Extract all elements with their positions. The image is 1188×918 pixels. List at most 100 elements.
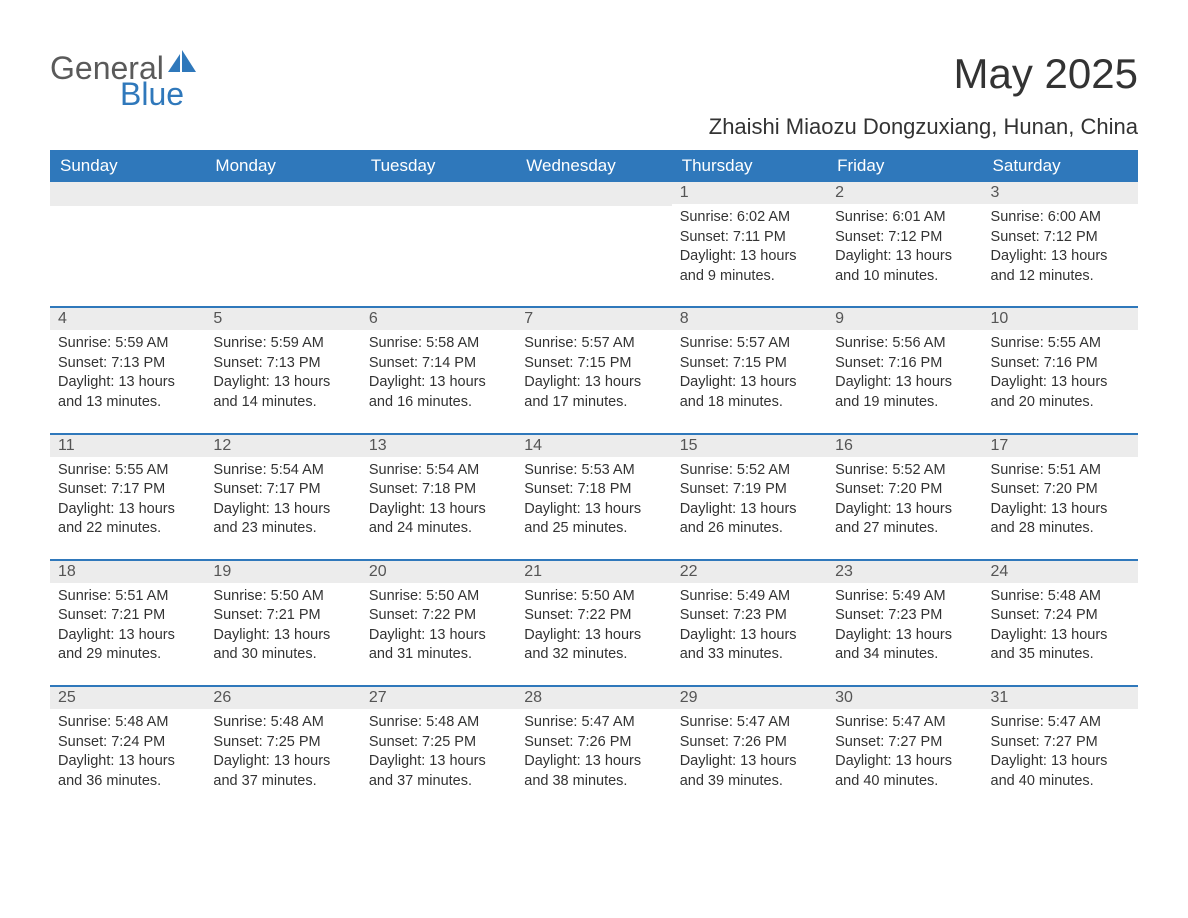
calendar-cell: 11Sunrise: 5:55 AMSunset: 7:17 PMDayligh… xyxy=(50,435,205,545)
sunrise-line: Sunrise: 5:48 AM xyxy=(58,713,197,733)
sunset-line: Sunset: 7:17 PM xyxy=(213,480,352,500)
weekday-header: Tuesday xyxy=(361,150,516,182)
day-details: Sunrise: 5:50 AMSunset: 7:21 PMDaylight:… xyxy=(205,583,360,671)
day-details: Sunrise: 5:59 AMSunset: 7:13 PMDaylight:… xyxy=(205,330,360,418)
calendar-cell: 20Sunrise: 5:50 AMSunset: 7:22 PMDayligh… xyxy=(361,561,516,671)
weekday-header: Saturday xyxy=(983,150,1138,182)
calendar-cell: 13Sunrise: 5:54 AMSunset: 7:18 PMDayligh… xyxy=(361,435,516,545)
day-details: Sunrise: 5:55 AMSunset: 7:16 PMDaylight:… xyxy=(983,330,1138,418)
sunset-line: Sunset: 7:20 PM xyxy=(991,480,1130,500)
calendar-cell: 12Sunrise: 5:54 AMSunset: 7:17 PMDayligh… xyxy=(205,435,360,545)
calendar-cell: 21Sunrise: 5:50 AMSunset: 7:22 PMDayligh… xyxy=(516,561,671,671)
sunrise-line: Sunrise: 5:51 AM xyxy=(991,461,1130,481)
sunset-line: Sunset: 7:23 PM xyxy=(835,606,974,626)
day-details: Sunrise: 5:52 AMSunset: 7:20 PMDaylight:… xyxy=(827,457,982,545)
sunrise-line: Sunrise: 5:58 AM xyxy=(369,334,508,354)
day-details: Sunrise: 5:47 AMSunset: 7:27 PMDaylight:… xyxy=(827,709,982,797)
sunset-line: Sunset: 7:26 PM xyxy=(524,733,663,753)
calendar-cell: 26Sunrise: 5:48 AMSunset: 7:25 PMDayligh… xyxy=(205,687,360,797)
brand-part2: Blue xyxy=(120,78,184,110)
day-number: 27 xyxy=(361,687,516,709)
day-number xyxy=(205,182,360,206)
sunrise-line: Sunrise: 5:53 AM xyxy=(524,461,663,481)
day-details: Sunrise: 5:54 AMSunset: 7:18 PMDaylight:… xyxy=(361,457,516,545)
daylight-line: Daylight: 13 hours and 37 minutes. xyxy=(213,752,352,791)
day-number: 26 xyxy=(205,687,360,709)
day-number xyxy=(50,182,205,206)
sunset-line: Sunset: 7:13 PM xyxy=(58,354,197,374)
sunrise-line: Sunrise: 5:55 AM xyxy=(991,334,1130,354)
day-number xyxy=(516,182,671,206)
sunrise-line: Sunrise: 5:57 AM xyxy=(524,334,663,354)
day-details: Sunrise: 5:50 AMSunset: 7:22 PMDaylight:… xyxy=(516,583,671,671)
daylight-line: Daylight: 13 hours and 9 minutes. xyxy=(680,247,819,286)
sunset-line: Sunset: 7:16 PM xyxy=(991,354,1130,374)
sail-icon xyxy=(168,50,198,78)
day-number: 5 xyxy=(205,308,360,330)
daylight-line: Daylight: 13 hours and 28 minutes. xyxy=(991,500,1130,539)
calendar-cell: 17Sunrise: 5:51 AMSunset: 7:20 PMDayligh… xyxy=(983,435,1138,545)
sunrise-line: Sunrise: 5:51 AM xyxy=(58,587,197,607)
day-number: 25 xyxy=(50,687,205,709)
sunset-line: Sunset: 7:12 PM xyxy=(991,228,1130,248)
daylight-line: Daylight: 13 hours and 40 minutes. xyxy=(835,752,974,791)
sunrise-line: Sunrise: 5:56 AM xyxy=(835,334,974,354)
daylight-line: Daylight: 13 hours and 39 minutes. xyxy=(680,752,819,791)
sunrise-line: Sunrise: 5:54 AM xyxy=(369,461,508,481)
sunset-line: Sunset: 7:13 PM xyxy=(213,354,352,374)
day-number: 3 xyxy=(983,182,1138,204)
calendar-cell: 24Sunrise: 5:48 AMSunset: 7:24 PMDayligh… xyxy=(983,561,1138,671)
day-number: 14 xyxy=(516,435,671,457)
day-details: Sunrise: 5:48 AMSunset: 7:24 PMDaylight:… xyxy=(983,583,1138,671)
sunset-line: Sunset: 7:18 PM xyxy=(369,480,508,500)
calendar-cell: 18Sunrise: 5:51 AMSunset: 7:21 PMDayligh… xyxy=(50,561,205,671)
day-details: Sunrise: 6:02 AMSunset: 7:11 PMDaylight:… xyxy=(672,204,827,292)
sunset-line: Sunset: 7:27 PM xyxy=(835,733,974,753)
calendar-cell: 22Sunrise: 5:49 AMSunset: 7:23 PMDayligh… xyxy=(672,561,827,671)
day-number: 29 xyxy=(672,687,827,709)
sunrise-line: Sunrise: 5:50 AM xyxy=(524,587,663,607)
calendar-cell: 28Sunrise: 5:47 AMSunset: 7:26 PMDayligh… xyxy=(516,687,671,797)
sunrise-line: Sunrise: 5:47 AM xyxy=(680,713,819,733)
day-number: 11 xyxy=(50,435,205,457)
calendar-cell: 3Sunrise: 6:00 AMSunset: 7:12 PMDaylight… xyxy=(983,182,1138,292)
sunrise-line: Sunrise: 5:50 AM xyxy=(213,587,352,607)
day-details: Sunrise: 6:01 AMSunset: 7:12 PMDaylight:… xyxy=(827,204,982,292)
sunrise-line: Sunrise: 5:52 AM xyxy=(835,461,974,481)
sunrise-line: Sunrise: 5:49 AM xyxy=(835,587,974,607)
sunrise-line: Sunrise: 5:48 AM xyxy=(213,713,352,733)
day-details: Sunrise: 5:47 AMSunset: 7:27 PMDaylight:… xyxy=(983,709,1138,797)
day-details: Sunrise: 5:57 AMSunset: 7:15 PMDaylight:… xyxy=(516,330,671,418)
sunset-line: Sunset: 7:11 PM xyxy=(680,228,819,248)
day-details: Sunrise: 5:47 AMSunset: 7:26 PMDaylight:… xyxy=(672,709,827,797)
daylight-line: Daylight: 13 hours and 36 minutes. xyxy=(58,752,197,791)
calendar-cell: 27Sunrise: 5:48 AMSunset: 7:25 PMDayligh… xyxy=(361,687,516,797)
sunset-line: Sunset: 7:14 PM xyxy=(369,354,508,374)
daylight-line: Daylight: 13 hours and 29 minutes. xyxy=(58,626,197,665)
daylight-line: Daylight: 13 hours and 25 minutes. xyxy=(524,500,663,539)
calendar-cell: 30Sunrise: 5:47 AMSunset: 7:27 PMDayligh… xyxy=(827,687,982,797)
daylight-line: Daylight: 13 hours and 34 minutes. xyxy=(835,626,974,665)
day-number: 9 xyxy=(827,308,982,330)
daylight-line: Daylight: 13 hours and 40 minutes. xyxy=(991,752,1130,791)
sunrise-line: Sunrise: 5:49 AM xyxy=(680,587,819,607)
day-number: 16 xyxy=(827,435,982,457)
day-details: Sunrise: 5:58 AMSunset: 7:14 PMDaylight:… xyxy=(361,330,516,418)
day-number: 19 xyxy=(205,561,360,583)
sunset-line: Sunset: 7:17 PM xyxy=(58,480,197,500)
calendar-cell: 31Sunrise: 5:47 AMSunset: 7:27 PMDayligh… xyxy=(983,687,1138,797)
day-details: Sunrise: 5:48 AMSunset: 7:24 PMDaylight:… xyxy=(50,709,205,797)
calendar-cell xyxy=(516,182,671,292)
daylight-line: Daylight: 13 hours and 10 minutes. xyxy=(835,247,974,286)
daylight-line: Daylight: 13 hours and 12 minutes. xyxy=(991,247,1130,286)
day-number: 12 xyxy=(205,435,360,457)
daylight-line: Daylight: 13 hours and 32 minutes. xyxy=(524,626,663,665)
sunrise-line: Sunrise: 6:02 AM xyxy=(680,208,819,228)
calendar-week: 4Sunrise: 5:59 AMSunset: 7:13 PMDaylight… xyxy=(50,306,1138,418)
sunset-line: Sunset: 7:19 PM xyxy=(680,480,819,500)
day-number: 28 xyxy=(516,687,671,709)
calendar-cell: 15Sunrise: 5:52 AMSunset: 7:19 PMDayligh… xyxy=(672,435,827,545)
day-details: Sunrise: 5:48 AMSunset: 7:25 PMDaylight:… xyxy=(361,709,516,797)
daylight-line: Daylight: 13 hours and 37 minutes. xyxy=(369,752,508,791)
day-number: 15 xyxy=(672,435,827,457)
